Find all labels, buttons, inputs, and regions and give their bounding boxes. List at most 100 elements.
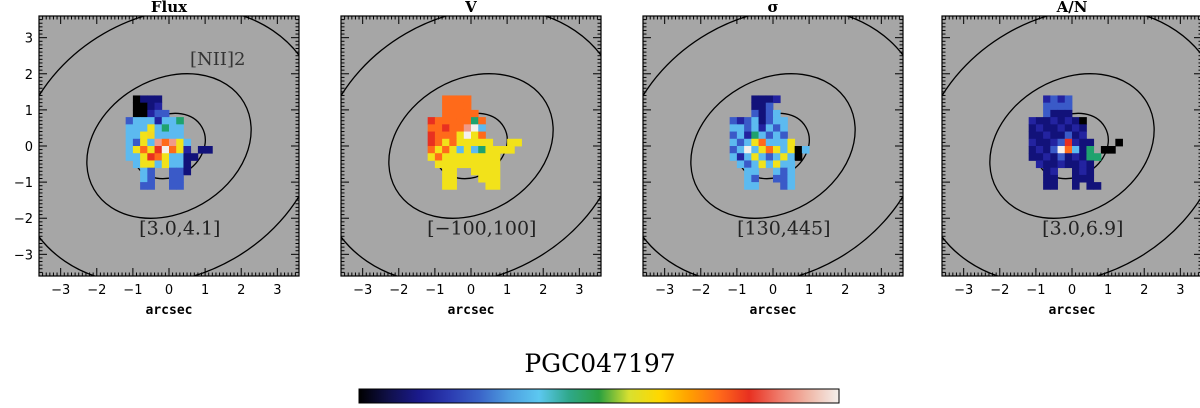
data-pixel xyxy=(1057,124,1066,132)
data-pixel xyxy=(1050,138,1058,147)
data-pixel xyxy=(169,167,177,176)
data-pixel xyxy=(147,102,155,111)
data-pixel xyxy=(132,146,141,154)
data-pixel xyxy=(442,167,450,176)
data-pixel xyxy=(744,167,752,176)
data-pixel xyxy=(744,160,752,169)
data-pixel xyxy=(427,138,436,147)
data-pixel xyxy=(169,131,177,140)
data-pixel xyxy=(147,182,155,190)
data-pixel xyxy=(744,117,752,125)
data-pixel xyxy=(1050,102,1058,111)
data-pixel xyxy=(1035,117,1044,125)
data-pixel xyxy=(758,160,767,169)
data-pixel xyxy=(485,174,494,183)
data-pixel xyxy=(140,131,148,140)
data-pixel xyxy=(1057,102,1066,111)
data-pixel xyxy=(161,160,170,169)
data-pixel xyxy=(140,124,148,132)
data-pixel xyxy=(1050,153,1058,161)
data-pixel xyxy=(471,146,479,154)
data-pixel xyxy=(1072,131,1080,140)
data-pixel xyxy=(765,95,774,104)
data-pixel xyxy=(154,102,163,111)
data-pixel xyxy=(442,146,450,154)
x-axis-label: arcsec xyxy=(448,303,495,318)
data-pixel xyxy=(449,109,457,118)
data-pixel xyxy=(125,138,134,147)
data-pixel xyxy=(154,117,163,125)
data-pixel xyxy=(176,153,184,161)
data-pixel xyxy=(442,153,450,161)
data-pixel xyxy=(765,138,774,147)
y-tick-label: 0 xyxy=(25,140,33,155)
data-pixel xyxy=(485,160,494,169)
data-pixel xyxy=(1043,174,1051,183)
x-tick-label: −2 xyxy=(87,283,106,298)
data-pixel xyxy=(427,146,436,154)
x-tick-label: 1 xyxy=(1104,283,1112,298)
data-pixel xyxy=(434,153,443,161)
data-pixel xyxy=(780,167,788,176)
data-pixel xyxy=(787,153,796,161)
data-pixel xyxy=(1043,182,1051,190)
data-pixel xyxy=(485,153,494,161)
data-pixel xyxy=(132,124,141,132)
data-pixel xyxy=(499,146,508,154)
data-pixel xyxy=(758,146,767,154)
data-pixel xyxy=(463,146,472,154)
x-tick-label: 1 xyxy=(805,283,813,298)
contour-2 xyxy=(388,73,554,219)
data-pixel xyxy=(125,124,134,132)
x-tick-label: −2 xyxy=(389,283,408,298)
data-pixel xyxy=(147,131,155,140)
data-pixel xyxy=(442,131,450,140)
data-pixel xyxy=(442,124,450,132)
data-pixel xyxy=(456,109,465,118)
data-pixel xyxy=(132,109,141,118)
data-pixel xyxy=(751,182,759,190)
panel-title: σ xyxy=(767,0,778,16)
data-pixel xyxy=(478,167,486,176)
data-pixel xyxy=(154,146,163,154)
data-pixel xyxy=(442,102,450,111)
colorbar xyxy=(358,388,840,404)
y-tick-label: −1 xyxy=(14,176,33,191)
data-pixel xyxy=(1050,95,1058,104)
data-pixel xyxy=(434,117,443,125)
data-pixel xyxy=(140,146,148,154)
data-pixel xyxy=(736,138,745,147)
data-pixel xyxy=(1028,131,1037,140)
data-pixel xyxy=(154,124,163,132)
data-pixel xyxy=(478,131,486,140)
data-pixel xyxy=(765,124,774,132)
data-pixel xyxy=(1057,146,1066,154)
data-pixel xyxy=(169,138,177,147)
panel-4: −3 −2 −1 0 1 2 3 arcsec A/N [3.0,6.9] xyxy=(941,0,1200,318)
data-pixel xyxy=(787,182,796,190)
data-pixel xyxy=(507,138,515,147)
data-pixel xyxy=(1086,182,1095,190)
data-pixel xyxy=(744,146,752,154)
data-pixel xyxy=(463,138,472,147)
data-pixel xyxy=(794,146,803,154)
data-pixel xyxy=(1050,146,1058,154)
data-pixel xyxy=(427,131,436,140)
data-pixel xyxy=(765,160,774,169)
x-tick-label: 2 xyxy=(539,283,547,298)
data-pixel xyxy=(773,167,781,176)
data-pixel xyxy=(471,138,479,147)
range-label: [3.0,4.1] xyxy=(139,217,220,239)
data-pixel xyxy=(147,153,155,161)
data-pixel xyxy=(449,167,457,176)
contour-2 xyxy=(989,73,1155,219)
colorbar-gradient xyxy=(358,388,840,404)
data-pixel xyxy=(442,109,450,118)
data-pixel xyxy=(442,95,450,104)
data-pixel xyxy=(176,174,184,183)
data-pixel xyxy=(1057,117,1066,125)
data-pixel xyxy=(456,124,465,132)
data-pixel xyxy=(456,160,465,169)
data-pixel xyxy=(161,138,170,147)
x-tick-label: 3 xyxy=(273,283,281,298)
